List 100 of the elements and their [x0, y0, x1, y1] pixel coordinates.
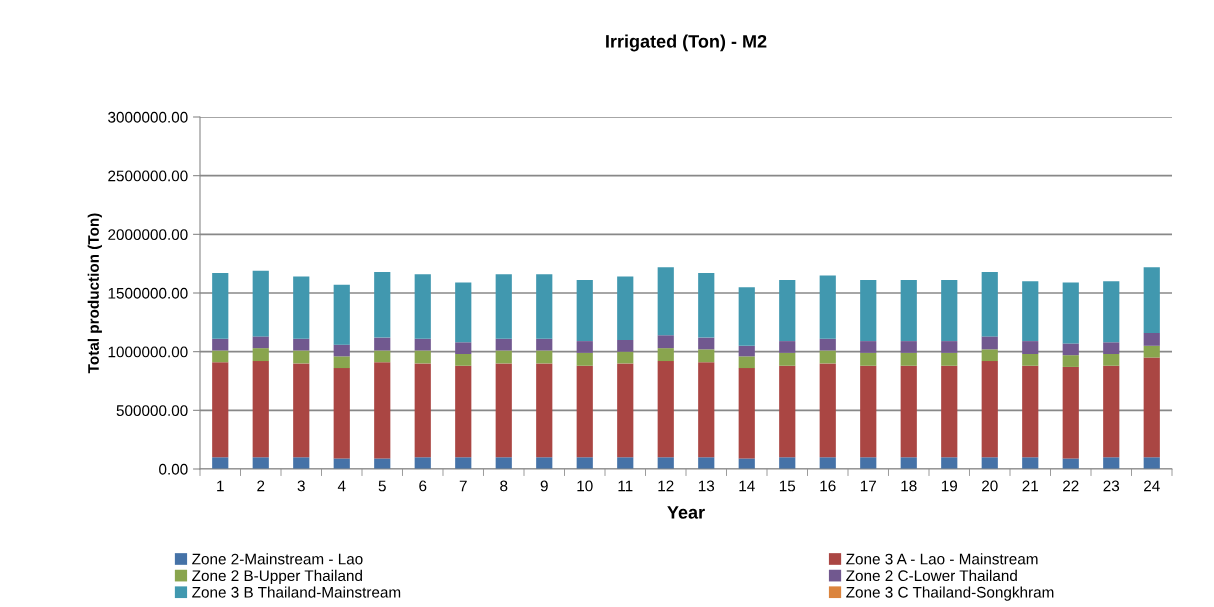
x-tick-label: 13 [698, 480, 715, 492]
bar [617, 457, 634, 469]
bar [212, 338, 229, 351]
bar [941, 457, 958, 469]
bar [252, 348, 269, 362]
y-tick-label: 1500000.00 [108, 287, 188, 299]
x-tick-label: 17 [860, 480, 876, 492]
y-axis-title: Total production (Ton) [87, 213, 102, 374]
bar [495, 350, 512, 364]
bar [981, 457, 998, 469]
x-tick-label: 3 [297, 480, 305, 492]
bar [495, 338, 512, 351]
x-tick-label: 11 [618, 480, 633, 492]
bar [374, 458, 391, 469]
bar [536, 457, 553, 469]
bar [1022, 354, 1039, 366]
bar [1022, 341, 1039, 355]
bar [738, 368, 755, 459]
x-tick-label: 16 [820, 480, 836, 492]
bar [212, 457, 229, 469]
bar [819, 363, 836, 458]
bar [657, 335, 674, 349]
bar [536, 274, 553, 339]
bar [779, 341, 796, 353]
x-axis-title: Year [667, 506, 705, 519]
chart-title: Irrigated (Ton) - M2 [606, 34, 767, 52]
bar [495, 274, 512, 339]
bar [941, 280, 958, 342]
x-tick-label: 20 [982, 480, 998, 492]
bar [779, 365, 796, 458]
y-tick-label: 1000000.00 [108, 346, 188, 358]
bar [860, 280, 877, 342]
bar [293, 363, 310, 458]
bar [941, 352, 958, 366]
x-tick-label: 2 [257, 480, 265, 492]
bar [860, 352, 877, 366]
bar [495, 457, 512, 469]
bar [738, 345, 755, 357]
bar [900, 365, 917, 458]
bar [374, 271, 391, 338]
bar [1062, 355, 1079, 367]
x-tick-label: 8 [500, 480, 508, 492]
bar [536, 338, 553, 351]
bar [981, 361, 998, 458]
legend-label: Zone 2 B-Upper Thailand [192, 569, 362, 585]
bar [819, 275, 836, 339]
bar [1143, 457, 1160, 469]
bar [576, 352, 593, 366]
x-tick-label: 6 [419, 480, 427, 492]
x-tick-label: 7 [459, 480, 467, 492]
x-tick-label: 1 [217, 480, 224, 492]
bar [779, 280, 796, 342]
bar [252, 457, 269, 469]
y-tick-label: 3000000.00 [108, 111, 188, 123]
bar [1103, 365, 1120, 458]
y-tick-label: 2500000.00 [108, 170, 188, 182]
bar [414, 363, 431, 458]
x-tick-label: 18 [901, 480, 917, 492]
bar [333, 284, 350, 345]
bar [212, 350, 229, 363]
bar [536, 350, 553, 364]
bar [981, 336, 998, 350]
x-tick-label: 24 [1144, 480, 1160, 492]
bar [252, 336, 269, 349]
bar [333, 344, 350, 357]
legend-label: Zone 2 C-Lower Thailand [846, 569, 1017, 582]
bar [414, 338, 431, 351]
bar [698, 457, 715, 469]
bar [1143, 267, 1160, 333]
bar [1062, 343, 1079, 356]
bar [860, 341, 877, 353]
bar [819, 457, 836, 469]
x-tick-label: 5 [378, 480, 386, 492]
bar [293, 350, 310, 364]
bar [1103, 281, 1120, 343]
x-tick-label: 12 [658, 480, 674, 492]
bar [860, 457, 877, 469]
bar [293, 276, 310, 339]
x-tick-label: 4 [337, 480, 346, 492]
y-tick-label: 500000.00 [116, 405, 188, 417]
bar [576, 341, 593, 353]
bar [252, 361, 269, 458]
bar [819, 350, 836, 364]
legend-label: Zone 2-Mainstream - Lao [192, 553, 363, 565]
bar [293, 457, 310, 469]
bar [1103, 354, 1120, 366]
bar [1143, 357, 1160, 458]
bar [738, 356, 755, 369]
y-tick-label: 2000000.00 [108, 229, 188, 241]
bar [414, 274, 431, 339]
bar [738, 458, 755, 469]
bar [333, 458, 350, 469]
bar [900, 280, 917, 342]
bar [617, 339, 634, 352]
bar [1062, 282, 1079, 344]
bar [1022, 281, 1039, 342]
bar [455, 354, 472, 366]
bar [617, 351, 634, 364]
bar [698, 349, 715, 363]
bar [536, 363, 553, 458]
